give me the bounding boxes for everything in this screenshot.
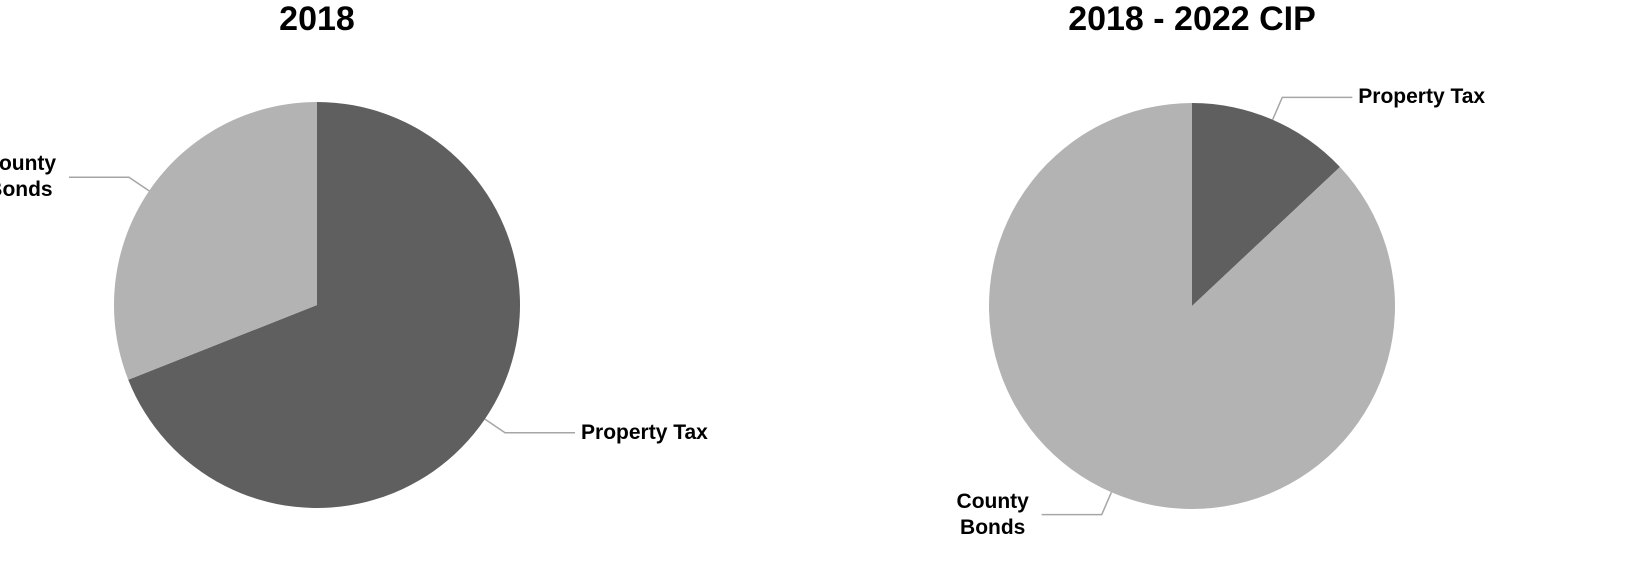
pie-slice [113, 102, 318, 380]
slice-label: Property Tax [581, 420, 708, 444]
leader-line [484, 418, 576, 434]
chart-title: 2018 [279, 0, 355, 38]
leader-line [68, 176, 150, 192]
pie-slice [1192, 103, 1340, 306]
chart-title: 2018 - 2022 CIP [1068, 0, 1316, 38]
slice-label: Property Tax [1358, 85, 1486, 109]
slice-label: County Bonds [956, 489, 1029, 539]
pie-slice [989, 103, 1395, 510]
leader-line [1271, 96, 1353, 120]
slice-label: County Bonds [0, 152, 57, 202]
pie-slice [128, 102, 520, 508]
leader-line [1041, 492, 1113, 516]
